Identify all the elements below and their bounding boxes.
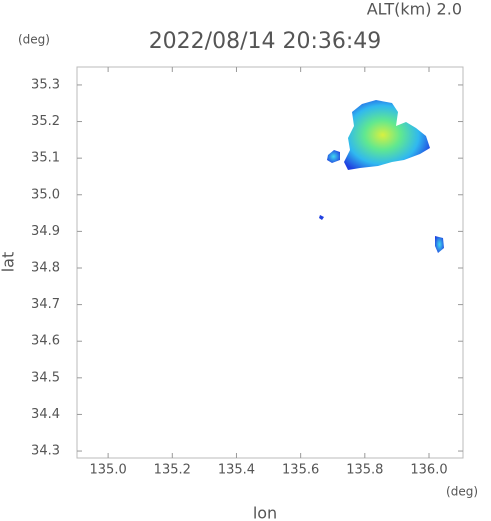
y-axis-label: lat [0, 252, 18, 273]
echoes [319, 100, 444, 253]
y-tick-label: 35.2 [31, 114, 60, 129]
x-tick-label: 135.4 [218, 463, 255, 478]
echo-cell [344, 100, 430, 170]
x-unit: (deg) [446, 485, 478, 499]
plot-frame [76, 66, 464, 459]
echo-cell [327, 150, 340, 163]
y-tick-label: 34.7 [31, 297, 60, 312]
altitude: ALT(km) 2.0 [367, 0, 462, 19]
timestamp: 2022/08/14 20:36:49 [149, 29, 382, 54]
y-tick-label: 35.1 [31, 151, 60, 166]
x-tick-label: 135.0 [90, 463, 127, 478]
x-axis-label: lon [253, 504, 277, 521]
y-tick-label: 34.8 [31, 260, 60, 275]
echo-cell [435, 236, 444, 253]
y-tick-label: 34.9 [31, 224, 60, 239]
y-tick-label: 35.3 [31, 77, 60, 92]
y-tick-label: 34.6 [31, 334, 60, 349]
x-tick-label: 135.8 [346, 463, 383, 478]
y-tick-label: 34.5 [31, 370, 60, 385]
y-unit: (deg) [18, 33, 50, 47]
echo-cell [319, 215, 324, 220]
y-tick-label: 34.3 [31, 444, 60, 459]
x-tick-label: 135.2 [154, 463, 191, 478]
x-tick-label: 135.6 [282, 463, 319, 478]
y-tick-label: 35.0 [31, 187, 60, 202]
x-tick-label: 136.0 [410, 463, 447, 478]
y-tick-label: 34.4 [31, 407, 60, 422]
